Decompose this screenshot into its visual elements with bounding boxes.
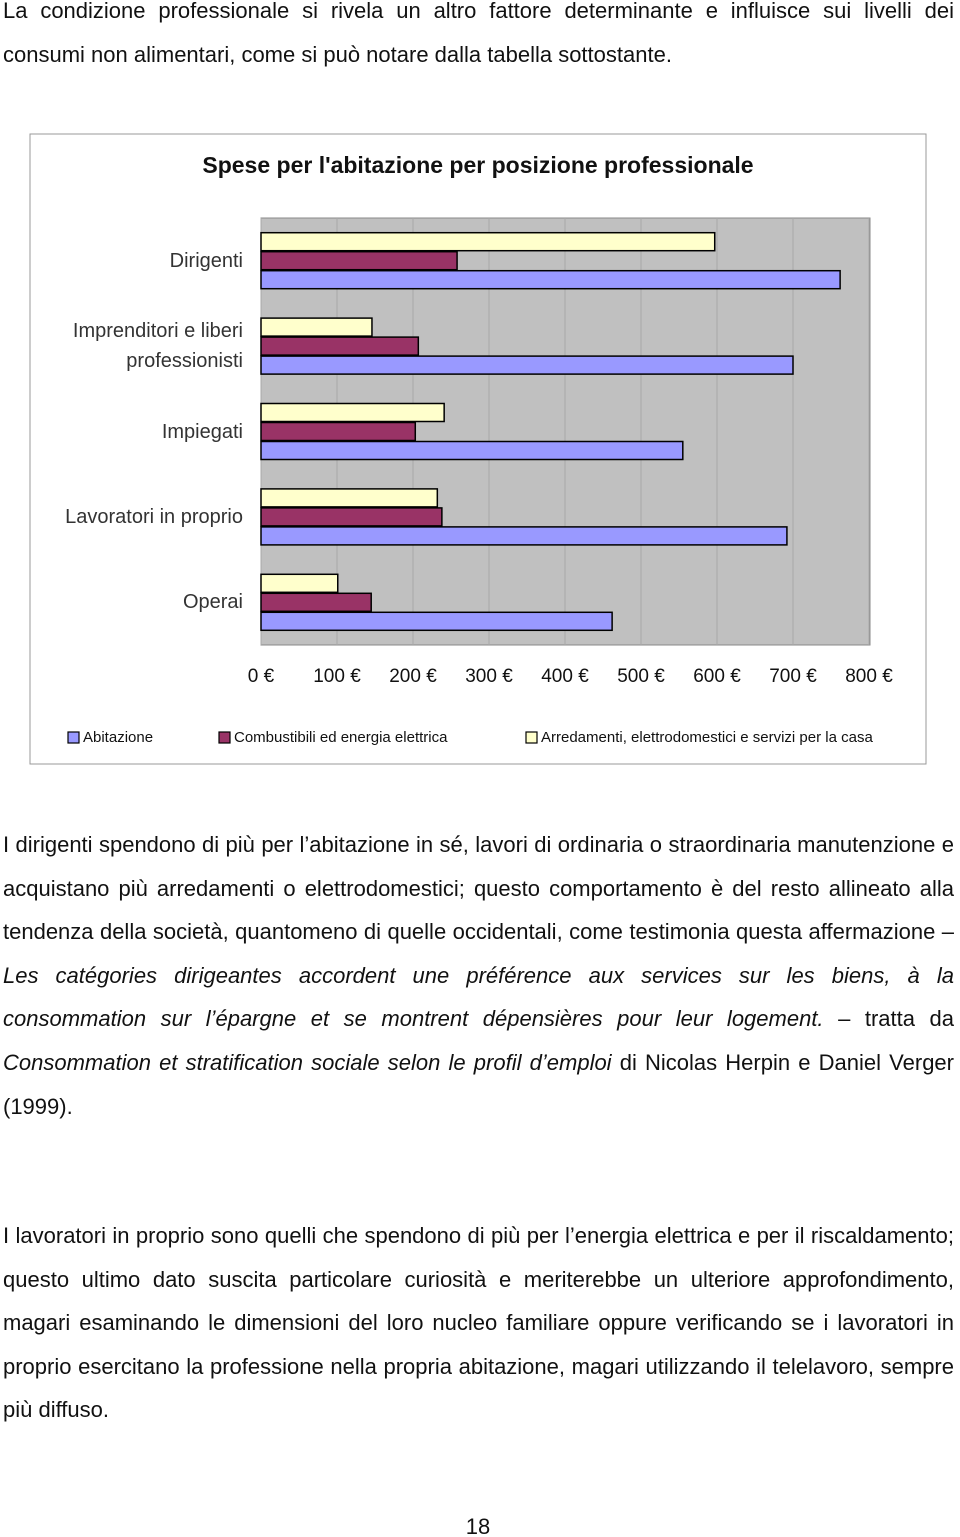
bar	[260, 231, 716, 252]
chart-title: Spese per l'abitazione per posizione pro…	[202, 152, 753, 178]
y-tick-label: Lavoratori in proprio	[65, 505, 243, 528]
x-tick-label: 200 €	[389, 666, 437, 687]
bar	[260, 421, 417, 442]
text-run: – tratta da	[823, 1006, 954, 1032]
bar	[260, 355, 794, 375]
x-tick-label: 800 €	[845, 666, 893, 687]
bar	[260, 611, 613, 632]
x-tick-label: 400 €	[541, 666, 589, 687]
legend-swatch	[218, 731, 231, 744]
bar	[260, 526, 788, 546]
paragraph: I dirigenti spendono di più per l’abitaz…	[3, 823, 954, 1128]
legend-label: Arredamenti, elettrodomestici e servizi …	[541, 729, 873, 746]
paragraph: I lavoratori in proprio sono quelli che …	[3, 1214, 954, 1432]
x-tick-label: 500 €	[617, 666, 665, 687]
text-run: Consommation et stratification sociale s…	[3, 1049, 612, 1075]
bar	[260, 336, 420, 356]
y-tick-label: Imprenditori e liberi professionisti	[72, 320, 243, 373]
x-tick-label: 700 €	[769, 666, 817, 687]
x-tick-label: 600 €	[693, 666, 741, 687]
bar	[260, 269, 841, 290]
page-number: 18	[465, 1514, 491, 1537]
bar	[260, 592, 372, 613]
legend-label: Abitazione	[83, 729, 153, 746]
bar	[260, 402, 445, 423]
y-tick-label: Dirigenti	[169, 249, 243, 272]
legend-swatch	[525, 731, 538, 744]
x-tick-label: 100 €	[313, 666, 361, 687]
bar	[260, 488, 439, 508]
x-tick-label: 0 €	[248, 666, 275, 687]
legend-swatch	[67, 731, 80, 744]
bar	[260, 573, 339, 594]
bar	[260, 250, 458, 271]
bar	[260, 317, 373, 337]
intro: La condizione professionale si rivela un…	[3, 0, 954, 67]
x-tick-label: 300 €	[465, 666, 513, 687]
text-run: di Nicolas Herpin e Daniel Verger (1999)…	[3, 1049, 954, 1119]
chart: Spese per l'abitazione per posizione pro…	[29, 133, 927, 765]
text-run: Les catégories dirigeantes accordent une…	[3, 962, 954, 1032]
y-tick-label: Impiegati	[161, 420, 243, 443]
legend-label: Combustibili ed energia elettrica	[234, 729, 448, 746]
bar	[260, 507, 443, 527]
bar	[260, 440, 684, 461]
text-run: I lavoratori in proprio sono quelli che …	[3, 1223, 954, 1423]
y-tick-label: Operai	[182, 591, 243, 614]
text-run: I dirigenti spendono di più per l’abitaz…	[3, 832, 954, 945]
